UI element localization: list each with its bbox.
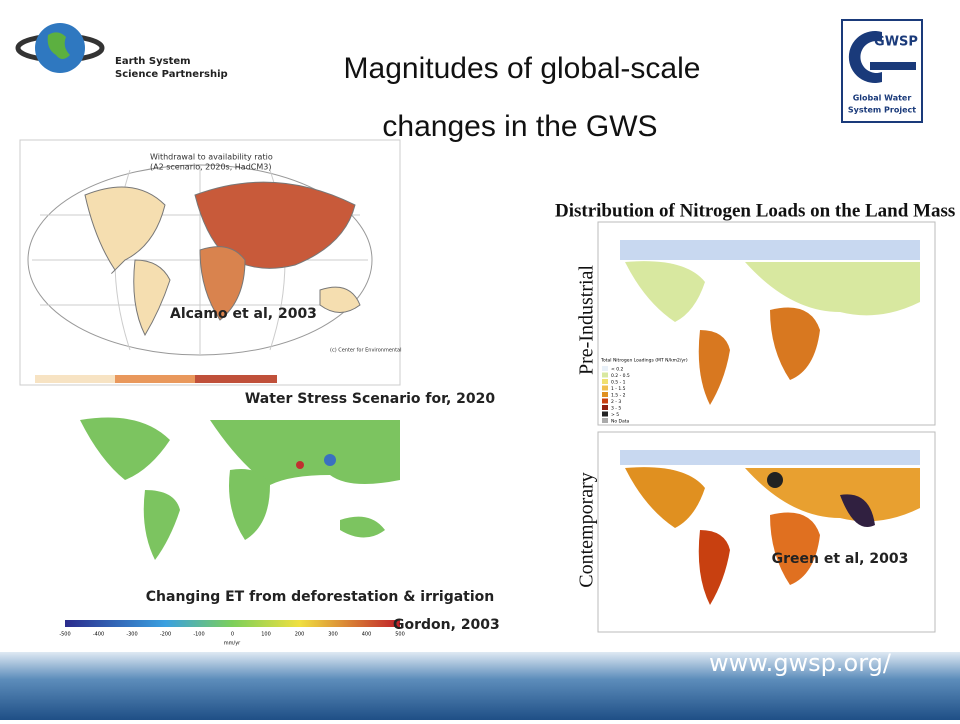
- legend-swatch: [602, 405, 608, 410]
- legend-swatch: [602, 392, 608, 397]
- project-name: Global Water: [853, 94, 912, 103]
- map-title: Withdrawal to availability ratio: [150, 153, 273, 162]
- legend-item: No Data: [611, 419, 630, 425]
- colorbar-tick: 400: [362, 632, 372, 638]
- legend-swatch: [602, 372, 608, 378]
- legend-title: Total Nitrogen Loadings (MT N/km2/yr): [600, 358, 688, 364]
- project-acronym: GWSP: [874, 35, 918, 50]
- copyright: (c) Center for Environmental: [330, 348, 402, 354]
- nitrogen-title: Distribution of Nitrogen Loads on the La…: [555, 200, 955, 221]
- legend-swatch: [602, 366, 608, 371]
- legend-item: 1 - 1.5: [611, 386, 626, 392]
- footer-url: www.gwsp.org/: [709, 649, 892, 677]
- legend-swatch: [602, 385, 608, 391]
- colorbar-tick: -100: [193, 632, 204, 638]
- colorbar-tick: 300: [328, 632, 338, 638]
- panel-label: Pre-Industrial: [576, 265, 598, 375]
- legend-item: > 5: [611, 412, 619, 418]
- panel-label: Contemporary: [576, 472, 598, 588]
- colorbar-tick: -300: [126, 632, 137, 638]
- legend-item: < 0.2: [611, 367, 623, 373]
- legend-item: 1.5 - 2: [611, 393, 626, 399]
- legend-swatch: [602, 379, 608, 384]
- colorbar-tick: 100: [261, 632, 271, 638]
- colorbar-tick: -200: [160, 632, 171, 638]
- water-stress-map: Withdrawal to availability ratio (A2 sce…: [19, 139, 402, 386]
- project-logo: GWSP Global Water System Project: [841, 19, 923, 123]
- caption: Water Stress Scenario for, 2020: [245, 391, 496, 407]
- slide-title: Magnitudes of global-scale: [344, 52, 701, 85]
- partner-name: Earth System: [115, 56, 191, 67]
- colorbar-tick: -400: [93, 632, 104, 638]
- colorbar-tick: -500: [59, 632, 70, 638]
- colorbar-tick: 200: [295, 632, 305, 638]
- colorbar-unit: mm/yr: [224, 641, 241, 647]
- legend-item: 0.2 - 0.5: [611, 373, 630, 379]
- legend-item: 2 - 3: [611, 399, 621, 405]
- slide-title: changes in the GWS: [382, 110, 657, 143]
- et-map: [80, 417, 400, 560]
- nitrogen-map: [597, 221, 936, 633]
- partner-logo: Earth System Science Partnership: [15, 23, 228, 80]
- colorbar-tick: 0: [231, 632, 234, 638]
- source-label: Alcamo et al, 2003: [170, 306, 317, 322]
- footer-band: [0, 652, 960, 720]
- caption: Changing ET from deforestation & irrigat…: [146, 589, 494, 605]
- source-label: Gordon, 2003: [393, 617, 500, 633]
- partner-name: Science Partnership: [115, 69, 228, 80]
- legend-item: 3 - 5: [611, 406, 621, 412]
- legend-item: 0.5 - 1: [611, 380, 626, 386]
- legend-swatch: [602, 411, 608, 417]
- source-label: Green et al, 2003: [772, 551, 909, 567]
- map-title: (A2 scenario, 2020s, HadCM3): [150, 163, 272, 172]
- project-name: System Project: [848, 106, 916, 115]
- colorbar: [65, 620, 400, 627]
- legend-swatch: [602, 398, 608, 404]
- legend-swatch: [602, 418, 608, 423]
- colorbar-tick: 500: [395, 632, 405, 638]
